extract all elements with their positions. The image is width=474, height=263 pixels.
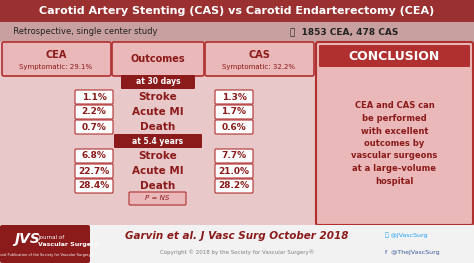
Text: 0.6%: 0.6%	[222, 123, 246, 132]
Text: 7.7%: 7.7%	[221, 151, 246, 160]
Text: 🐦 @JVascSurg: 🐦 @JVascSurg	[385, 233, 428, 239]
Text: Stroke: Stroke	[138, 151, 177, 161]
Text: 1.3%: 1.3%	[221, 93, 246, 102]
FancyBboxPatch shape	[75, 120, 113, 134]
Text: at 30 days: at 30 days	[136, 78, 180, 87]
Text: 28.2%: 28.2%	[219, 181, 250, 190]
FancyBboxPatch shape	[215, 149, 253, 163]
Text: Official Publication of the Society for Vascular Surgery®: Official Publication of the Society for …	[0, 253, 94, 257]
FancyBboxPatch shape	[316, 42, 473, 225]
Text: Journal of: Journal of	[38, 235, 64, 240]
Text: 22.7%: 22.7%	[78, 166, 109, 175]
Text: Symptomatic: 29.1%: Symptomatic: 29.1%	[19, 63, 92, 69]
Text: Carotid Artery Stenting (CAS) vs Carotid Endarterectomy (CEA): Carotid Artery Stenting (CAS) vs Carotid…	[39, 6, 435, 16]
FancyBboxPatch shape	[129, 192, 186, 205]
Text: Acute MI: Acute MI	[132, 166, 184, 176]
Text: Symptomatic: 32.2%: Symptomatic: 32.2%	[222, 63, 295, 69]
Text: 28.4%: 28.4%	[78, 181, 109, 190]
FancyBboxPatch shape	[75, 105, 113, 119]
FancyBboxPatch shape	[215, 179, 253, 193]
Text: 21.0%: 21.0%	[219, 166, 249, 175]
FancyBboxPatch shape	[215, 90, 253, 104]
Text: Retrospective, single center study: Retrospective, single center study	[8, 28, 157, 37]
Text: Vascular Surgery: Vascular Surgery	[38, 242, 98, 247]
Text: 6.8%: 6.8%	[82, 151, 107, 160]
Text: Outcomes: Outcomes	[131, 54, 185, 64]
FancyBboxPatch shape	[121, 75, 195, 89]
Text: 👥  1853 CEA, 478 CAS: 👥 1853 CEA, 478 CAS	[290, 28, 398, 37]
FancyBboxPatch shape	[215, 164, 253, 178]
Bar	[0, 22, 474, 42]
FancyBboxPatch shape	[215, 105, 253, 119]
FancyBboxPatch shape	[319, 45, 470, 67]
Text: CONCLUSION: CONCLUSION	[349, 49, 440, 63]
Text: CAS: CAS	[248, 49, 270, 59]
FancyBboxPatch shape	[114, 134, 202, 148]
Text: P = NS: P = NS	[145, 195, 169, 201]
Text: Copyright © 2018 by the Society for Vascular Surgery®: Copyright © 2018 by the Society for Vasc…	[160, 250, 314, 255]
FancyBboxPatch shape	[205, 42, 314, 76]
FancyBboxPatch shape	[112, 42, 204, 76]
Text: f  @TheJVascSurg: f @TheJVascSurg	[385, 250, 439, 255]
Text: 1.1%: 1.1%	[82, 93, 107, 102]
FancyBboxPatch shape	[2, 42, 111, 76]
Text: Stroke: Stroke	[138, 92, 177, 102]
Bar	[0, 0, 474, 22]
Text: 2.2%: 2.2%	[82, 108, 107, 117]
Text: Death: Death	[140, 122, 176, 132]
Text: Acute MI: Acute MI	[132, 107, 184, 117]
FancyBboxPatch shape	[75, 164, 113, 178]
Text: 1.7%: 1.7%	[221, 108, 246, 117]
Bar	[0, 225, 474, 263]
Text: JVS: JVS	[14, 232, 40, 246]
Text: 0.7%: 0.7%	[82, 123, 107, 132]
Text: CEA and CAS can
be performed
with excellent
outcomes by
vascular surgeons
at a l: CEA and CAS can be performed with excell…	[351, 102, 438, 185]
Text: Death: Death	[140, 181, 176, 191]
FancyBboxPatch shape	[75, 90, 113, 104]
Text: Garvin et al. J Vasc Surg October 2018: Garvin et al. J Vasc Surg October 2018	[125, 231, 349, 241]
FancyBboxPatch shape	[215, 120, 253, 134]
FancyBboxPatch shape	[0, 225, 90, 263]
Text: CEA: CEA	[46, 49, 67, 59]
FancyBboxPatch shape	[75, 179, 113, 193]
FancyBboxPatch shape	[75, 149, 113, 163]
Text: at 5.4 years: at 5.4 years	[132, 136, 183, 145]
